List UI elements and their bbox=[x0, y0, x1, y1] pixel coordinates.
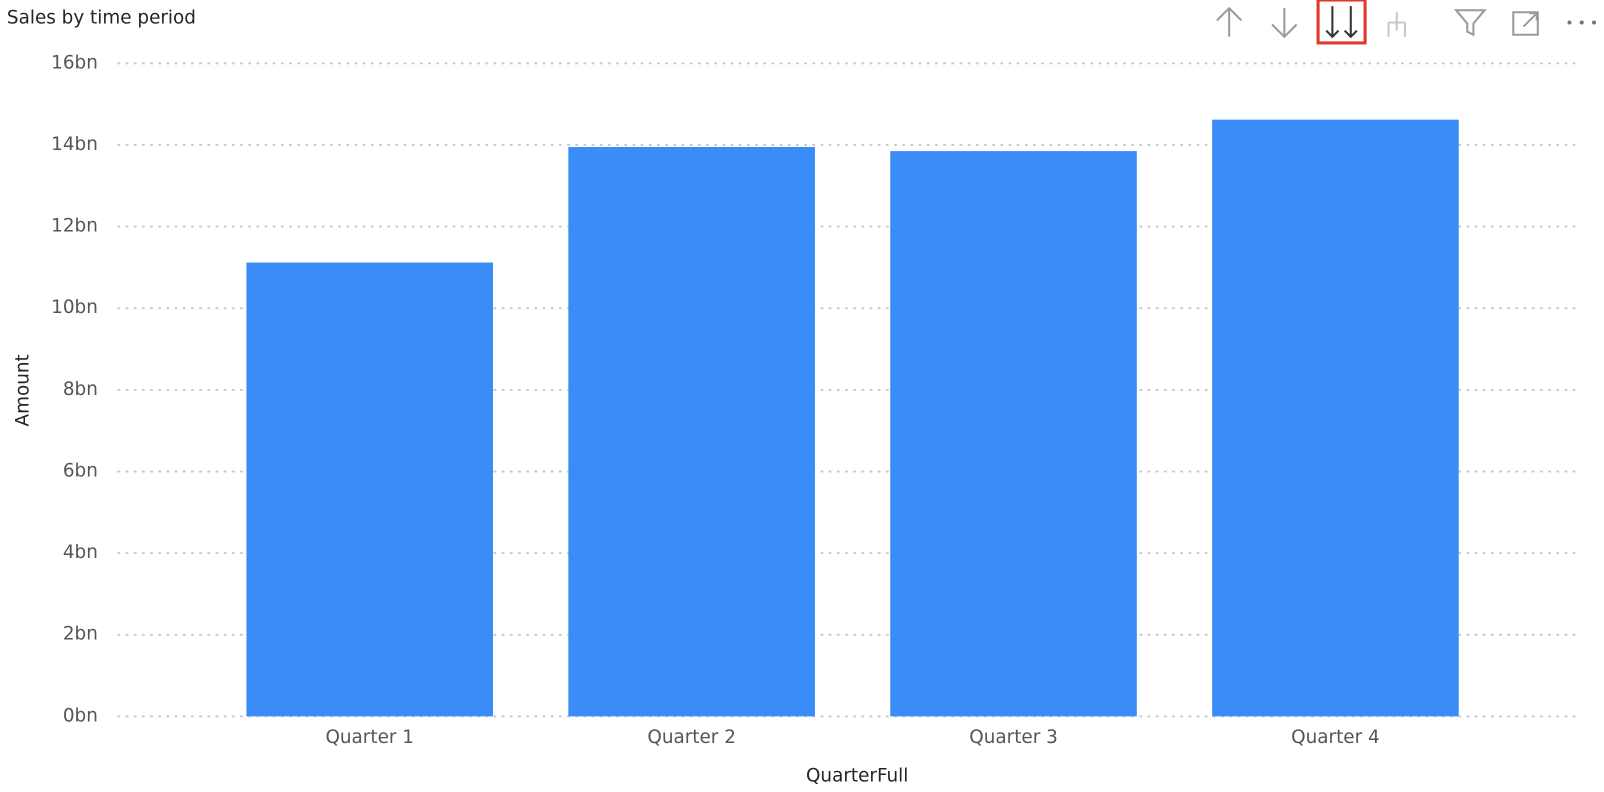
y-tick-label: 0bn bbox=[63, 705, 98, 726]
drill-down-icon[interactable] bbox=[1271, 8, 1298, 39]
y-tick-label: 2bn bbox=[63, 624, 98, 645]
filter-icon[interactable] bbox=[1453, 9, 1487, 37]
bar bbox=[890, 151, 1137, 717]
y-tick-label: 4bn bbox=[63, 542, 98, 563]
expand-all-icon[interactable] bbox=[1316, 0, 1367, 45]
chart-title: Sales by time period bbox=[7, 7, 196, 28]
y-tick-label: 12bn bbox=[51, 216, 98, 237]
expand-next-icon[interactable] bbox=[1387, 12, 1406, 37]
y-tick-label: 16bn bbox=[51, 52, 98, 73]
x-tick-label: Quarter 3 bbox=[969, 727, 1058, 748]
drill-up-icon[interactable] bbox=[1216, 6, 1243, 37]
y-tick-label: 6bn bbox=[63, 460, 98, 481]
focus-mode-icon[interactable] bbox=[1512, 11, 1539, 36]
x-tick-label: Quarter 2 bbox=[647, 727, 736, 748]
x-axis-label: QuarterFull bbox=[806, 766, 908, 787]
x-tick-label: Quarter 1 bbox=[325, 727, 414, 748]
y-tick-label: 8bn bbox=[63, 379, 98, 400]
y-tick-label: 14bn bbox=[51, 134, 98, 155]
toolbar bbox=[1216, 0, 1597, 45]
x-tick-label: Quarter 4 bbox=[1291, 727, 1380, 748]
more-options-icon[interactable] bbox=[1567, 20, 1597, 25]
bar bbox=[1212, 119, 1459, 717]
y-tick-label: 10bn bbox=[51, 297, 98, 318]
bar bbox=[568, 147, 815, 717]
bar bbox=[246, 262, 494, 717]
y-axis-label: Amount bbox=[12, 354, 33, 426]
